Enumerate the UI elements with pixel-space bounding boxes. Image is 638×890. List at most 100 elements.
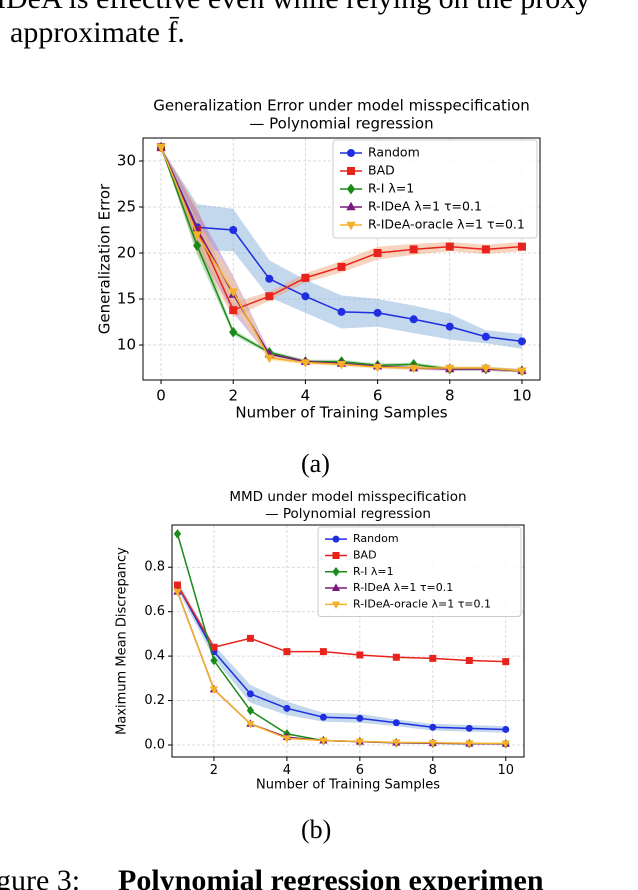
- marker: [301, 273, 310, 282]
- x-tick-label: 10: [497, 763, 514, 778]
- legend-label: R-IDeA-oracle λ=1 τ=0.1: [353, 597, 491, 610]
- x-axis-label: Number of Training Samples: [235, 404, 447, 422]
- series-line: [176, 584, 506, 663]
- marker: [210, 643, 218, 651]
- marker: [173, 581, 181, 589]
- marker: [356, 714, 364, 722]
- y-tick-label: 0.4: [144, 649, 165, 664]
- marker: [481, 245, 490, 254]
- error-band: [449, 313, 486, 344]
- marker: [319, 737, 328, 746]
- marker: [481, 364, 491, 374]
- x-tick-label: 10: [512, 386, 531, 404]
- legend-marker: [346, 221, 356, 231]
- marker: [409, 315, 418, 324]
- marker: [265, 292, 274, 301]
- x-tick-label: 2: [210, 763, 218, 778]
- marker: [465, 724, 473, 732]
- marker: [445, 242, 454, 251]
- y-tick-label: 25: [117, 198, 136, 216]
- legend-label: R-I λ=1: [353, 565, 394, 578]
- axes-frame: [142, 137, 541, 381]
- marker: [282, 735, 292, 743]
- chart-title: — Polynomial regression: [249, 115, 433, 133]
- marker: [193, 240, 202, 252]
- marker: [301, 292, 310, 301]
- chart-title: Generalization Error under model misspec…: [153, 97, 530, 115]
- legend-marker: [332, 551, 340, 559]
- x-tick-label: 6: [373, 386, 383, 404]
- marker: [481, 332, 490, 341]
- legend-label: R-IDeA λ=1 τ=0.1: [368, 199, 482, 214]
- error-band: [233, 208, 270, 298]
- legend-marker: [347, 167, 355, 175]
- marker: [356, 651, 364, 659]
- marker: [210, 655, 218, 666]
- y-tick-label: 15: [117, 290, 136, 308]
- legend-label: Random: [368, 145, 420, 160]
- series-line: [176, 584, 506, 731]
- marker: [319, 713, 327, 721]
- y-tick-label: 20: [117, 244, 136, 262]
- legend-box: [317, 526, 522, 617]
- legend-label: R-I λ=1: [368, 181, 414, 196]
- y-axis-label: Generalization Error: [96, 183, 114, 334]
- x-tick-label: 6: [356, 763, 364, 778]
- error-band: [197, 204, 234, 252]
- marker: [408, 364, 419, 374]
- x-axis-label: Number of Training Samples: [256, 778, 440, 793]
- legend-label: Random: [353, 532, 399, 545]
- marker: [392, 719, 400, 727]
- legend-marker: [331, 601, 341, 609]
- marker: [246, 634, 254, 642]
- marker: [373, 308, 382, 317]
- y-tick-label: 0.6: [144, 604, 165, 619]
- marker: [517, 337, 526, 346]
- x-tick-label: 0: [156, 386, 166, 404]
- legend-marker: [331, 583, 341, 591]
- legend-marker: [346, 149, 356, 157]
- figure-label: gure 3:: [0, 864, 81, 890]
- error-band: [286, 701, 324, 722]
- y-tick-label: 0.8: [144, 560, 165, 575]
- y-tick-label: 0.2: [144, 693, 165, 708]
- caption: (a): [301, 449, 330, 478]
- x-tick-label: 8: [445, 386, 455, 404]
- series-line: [176, 591, 506, 745]
- marker: [355, 738, 365, 747]
- marker: [229, 326, 238, 338]
- marker: [517, 367, 527, 377]
- error-band: [161, 147, 198, 251]
- error-band: [161, 147, 198, 254]
- marker: [300, 359, 311, 368]
- marker: [229, 226, 238, 235]
- legend-marker: [346, 183, 356, 195]
- marker: [283, 648, 291, 656]
- marker: [192, 231, 202, 240]
- marker: [265, 274, 274, 283]
- marker: [392, 739, 401, 747]
- marker: [337, 262, 346, 271]
- error-band: [233, 276, 270, 357]
- marker: [373, 249, 382, 258]
- marker: [429, 723, 437, 731]
- y-tick-label: 30: [117, 152, 136, 170]
- legend-box: [332, 139, 538, 239]
- marker: [209, 686, 219, 695]
- y-axis-label: Maximum Mean Discrepancy: [115, 547, 130, 735]
- marker: [228, 288, 238, 297]
- error-band: [161, 147, 198, 255]
- marker: [429, 654, 437, 662]
- marker: [283, 704, 291, 712]
- y-tick-label: 0.0: [144, 738, 165, 753]
- marker: [337, 307, 346, 316]
- y-tick-label: 10: [117, 336, 136, 354]
- legend-marker: [332, 535, 340, 543]
- axes-frame: [171, 524, 525, 758]
- figure-caption: Polynomial regression experimen: [118, 864, 544, 890]
- marker: [246, 705, 255, 716]
- body-text: IDeA is effective even while relying on …: [0, 0, 590, 16]
- marker: [319, 648, 327, 656]
